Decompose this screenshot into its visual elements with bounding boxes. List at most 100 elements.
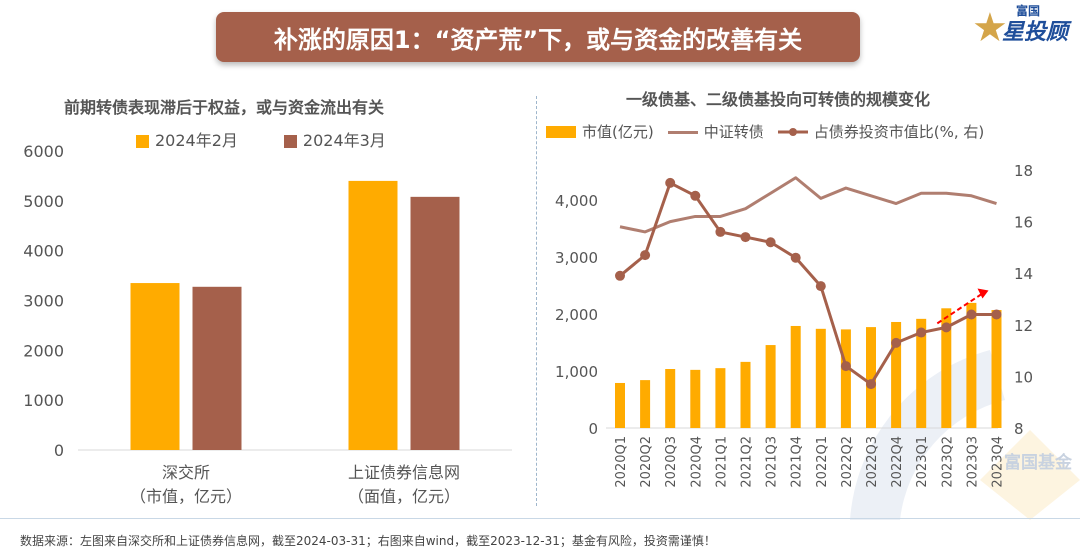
- footer-source: 数据来源：左图来自深交所和上证债券信息网，截至2024-03-31；右图来自wi…: [20, 534, 716, 548]
- x-tick-label: 2020Q2: [639, 436, 654, 488]
- y-tick-label: 0: [54, 441, 64, 460]
- bar-market-value: [840, 329, 851, 428]
- left-y-tick-label: 1,000: [555, 363, 598, 381]
- bar-market-value: [815, 328, 826, 428]
- legend-swatch-ratio: [777, 128, 808, 136]
- ratio-point: [765, 237, 776, 248]
- x-tick-label: 2023Q1: [915, 436, 930, 488]
- right-legend-row1: 市值(亿元) 中证转债 占债券投资市值比(%, 右): [546, 122, 984, 142]
- bar-feb: [130, 283, 180, 450]
- banner-title: 补涨的原因1：“资产荒”下，或与资金的改善有关: [273, 25, 803, 54]
- bar-market-value: [790, 325, 801, 428]
- legend-label-feb: 2024年2月: [155, 131, 238, 150]
- y-tick-label: 1000: [23, 391, 64, 410]
- right-y-tick-label: 12: [1014, 317, 1033, 335]
- ratio-point: [715, 226, 726, 237]
- x-tick-label: 2020Q3: [664, 436, 679, 488]
- x-tick-label: 2022Q3: [865, 436, 880, 488]
- line-csi-convertible: [619, 176, 997, 234]
- bar-market-value: [966, 302, 977, 428]
- x-tick-label: 2022Q4: [890, 436, 905, 488]
- bar-market-value: [690, 369, 701, 428]
- x-category-label: 深交所: [162, 463, 210, 482]
- logo-line2: 星投顾: [1002, 20, 1069, 45]
- legend-swatch-mar: [283, 134, 297, 148]
- x-tick-label: 2021Q1: [714, 436, 729, 488]
- watermark-text: 富国基金: [1004, 453, 1072, 473]
- ratio-point: [815, 281, 826, 292]
- brand-logo: ★ 富国 星投顾: [972, 2, 1080, 54]
- watermark-logo-icon: [850, 350, 1080, 520]
- left-chart-title: 前期转债表现滞后于权益，或与资金流出有关: [64, 98, 385, 117]
- ratio-point: [916, 327, 927, 338]
- left-y-tick-label: 4,000: [555, 192, 598, 210]
- ratio-point: [941, 322, 952, 333]
- x-tick-label: 2022Q2: [840, 436, 855, 488]
- bar-market-value: [941, 308, 952, 428]
- left-y-tick-label: 3,000: [555, 249, 598, 267]
- trend-arrow-line: [936, 292, 984, 325]
- right-y-tick-label: 16: [1014, 214, 1033, 232]
- right-y-tick-label: 8: [1014, 420, 1024, 438]
- title-banner: 补涨的原因1：“资产荒”下，或与资金的改善有关: [216, 12, 860, 62]
- x-tick-label: 2023Q4: [991, 436, 1006, 488]
- y-tick-label: 2000: [23, 341, 64, 360]
- x-category-sublabel: （面值，亿元）: [348, 487, 460, 506]
- x-tick-label: 2021Q3: [765, 436, 780, 488]
- ratio-point: [840, 361, 851, 372]
- logo-line1: 富国: [1016, 4, 1041, 18]
- legend-label-mar: 2024年3月: [302, 131, 386, 150]
- ratio-point: [891, 337, 902, 348]
- x-category-label: 上证债券信息网: [348, 463, 460, 482]
- legend-swatch-csi: [667, 130, 698, 134]
- legend-label-market-value: 市值(亿元): [582, 123, 654, 141]
- chart-divider: [536, 96, 537, 506]
- legend-label-csi: 中证转债: [703, 123, 764, 141]
- ratio-point: [690, 190, 701, 201]
- bar-mar: [192, 286, 242, 450]
- bar-market-value: [640, 380, 651, 428]
- y-tick-label: 3000: [23, 292, 64, 311]
- x-category-sublabel: （市值，亿元）: [130, 487, 242, 506]
- y-tick-label: 4000: [23, 242, 64, 261]
- ratio-point: [740, 232, 751, 243]
- x-tick-label: 2020Q4: [689, 436, 704, 488]
- left-bar-chart: 0 1000 2000 3000 4000 5000 6000 深交所 （市值，亿元） 上证债券信…: [23, 142, 512, 506]
- ratio-point: [640, 250, 651, 261]
- ratio-point: [966, 309, 977, 320]
- x-tick-label: 2021Q2: [740, 436, 755, 488]
- legend-swatch-feb: [136, 134, 149, 148]
- x-tick-label: 2022Q1: [815, 436, 830, 488]
- y-tick-label: 5000: [23, 192, 64, 211]
- bar-feb: [348, 180, 398, 450]
- bar-market-value: [991, 310, 1002, 428]
- left-y-tick-label: 2,000: [555, 306, 598, 324]
- ratio-point: [615, 270, 625, 281]
- x-tick-label: 2023Q2: [940, 436, 955, 488]
- left-y-tick-label: 0: [588, 420, 598, 438]
- bar-market-value: [891, 321, 902, 428]
- legend-label-ratio: 占债券投资市值比(%, 右): [813, 123, 985, 141]
- legend-swatch-market-value: [546, 126, 576, 138]
- right-y-tick-label: 18: [1014, 162, 1033, 180]
- left-legend: 2024年2月 2024年3月: [136, 131, 386, 151]
- y-tick-label: 6000: [23, 142, 64, 161]
- star-icon: ★: [972, 5, 1008, 51]
- footer-divider: [0, 518, 1080, 519]
- x-tick-label: 2021Q4: [790, 436, 805, 488]
- right-chart-title: 一级债基、二级债基投向可转债的规模变化: [626, 90, 931, 109]
- x-tick-label: 2020Q1: [614, 436, 629, 488]
- bar-market-value: [665, 369, 676, 428]
- bar-market-value: [916, 318, 927, 428]
- bar-mar: [410, 196, 460, 450]
- bar-market-value: [740, 361, 751, 428]
- right-y-tick-label: 14: [1014, 265, 1033, 283]
- right-y-tick-label: 10: [1014, 368, 1033, 386]
- bar-market-value: [866, 327, 876, 428]
- trend-arrow-head-icon: [977, 288, 989, 299]
- ratio-point: [790, 252, 801, 263]
- bar-market-value: [615, 382, 625, 428]
- ratio-point: [866, 379, 876, 390]
- right-combo-chart: 0 1,000 2,000 3,000 4,000 8 10 12 14 16 18 2020Q1 20…: [555, 162, 1033, 488]
- line-ratio: [619, 181, 997, 386]
